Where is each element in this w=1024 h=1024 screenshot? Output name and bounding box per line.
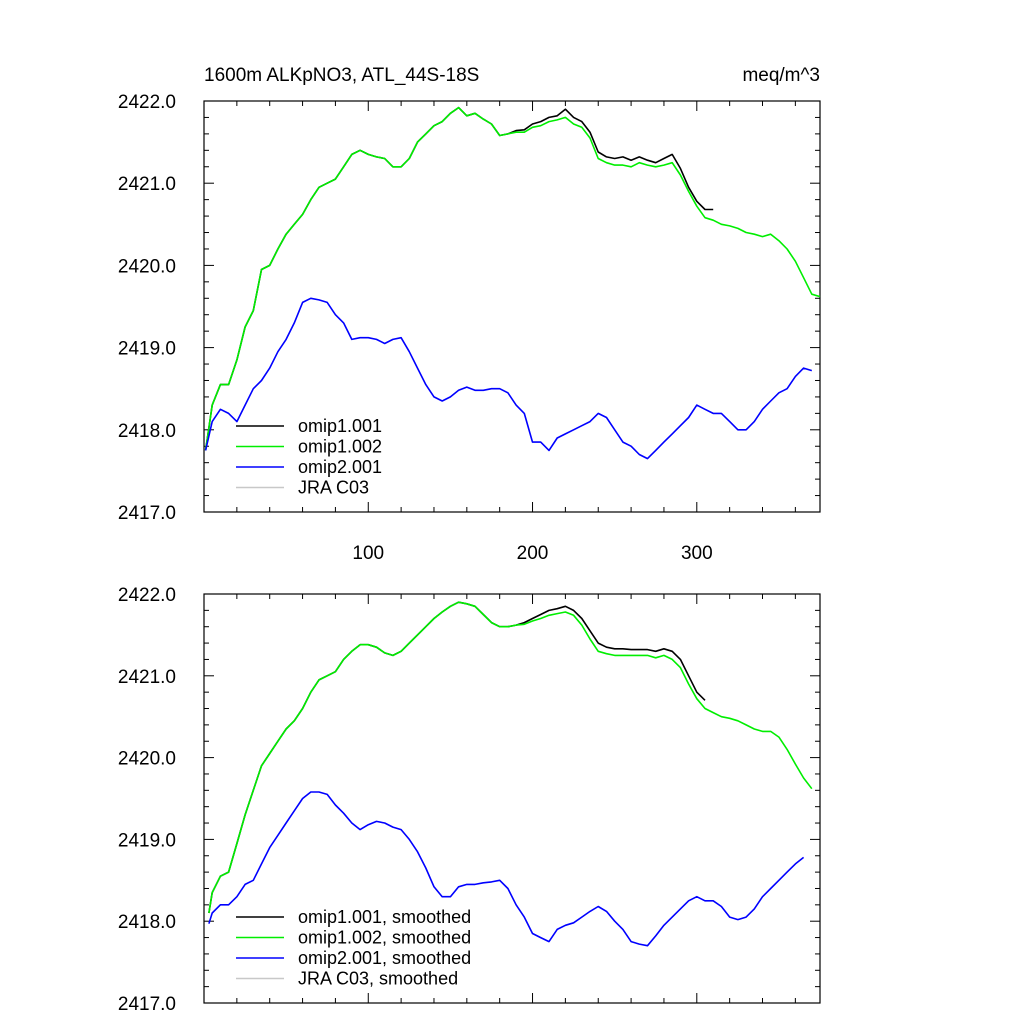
series-line-omip2-001 xyxy=(204,297,813,460)
y-tick-label: 2419.0 xyxy=(118,339,176,360)
legend-label: JRA C03, smoothed xyxy=(298,969,458,989)
legend-label: omip1.001, smoothed xyxy=(298,907,471,927)
x-tick-label: 300 xyxy=(681,543,713,564)
y-tick-label: 2418.0 xyxy=(118,912,176,933)
y-tick-label: 2417.0 xyxy=(118,994,176,1015)
legend-label: JRA C03 xyxy=(298,478,369,498)
y-tick-label: 2421.0 xyxy=(118,174,176,195)
y-tick-label: 2419.0 xyxy=(118,830,176,851)
series-line-omip1-001 xyxy=(204,106,714,451)
x-tick-label: 200 xyxy=(517,543,549,564)
bottom-panel: 2417.0 2418.0 2419.0 2420.0 2421.0 2422.0 omip… xyxy=(118,585,821,1015)
plot-frame xyxy=(203,100,821,513)
series-line-omip1-002 xyxy=(208,601,813,914)
x-tick-label: 100 xyxy=(352,543,384,564)
y-tick-label: 2422.0 xyxy=(118,585,176,606)
legend-label: omip1.002 xyxy=(298,437,382,457)
series-line-omip1-002 xyxy=(204,106,821,451)
legend-label: omip2.001 xyxy=(298,457,382,477)
y-tick-label: 2420.0 xyxy=(118,749,176,770)
legend-label: omip1.002, smoothed xyxy=(298,928,471,948)
y-tick-label: 2421.0 xyxy=(118,667,176,688)
series-line-omip2-001 xyxy=(208,791,805,947)
top-panel: 2417.0 2418.0 2419.0 2420.0 2421.0 2422.0 100 2… xyxy=(118,92,821,564)
legend-label: omip1.001 xyxy=(298,416,382,436)
units-label: meq/m^3 xyxy=(742,65,820,86)
plot-frame xyxy=(203,593,821,1004)
legend-label: omip2.001, smoothed xyxy=(298,948,471,968)
y-tick-label: 2422.0 xyxy=(118,92,176,113)
series-line-omip1-001 xyxy=(208,601,706,914)
y-tick-label: 2420.0 xyxy=(118,256,176,277)
y-tick-label: 2418.0 xyxy=(118,421,176,442)
chart-title: 1600m ALKpNO3, ATL_44S-18S xyxy=(204,65,479,86)
y-tick-label: 2417.0 xyxy=(118,503,176,524)
